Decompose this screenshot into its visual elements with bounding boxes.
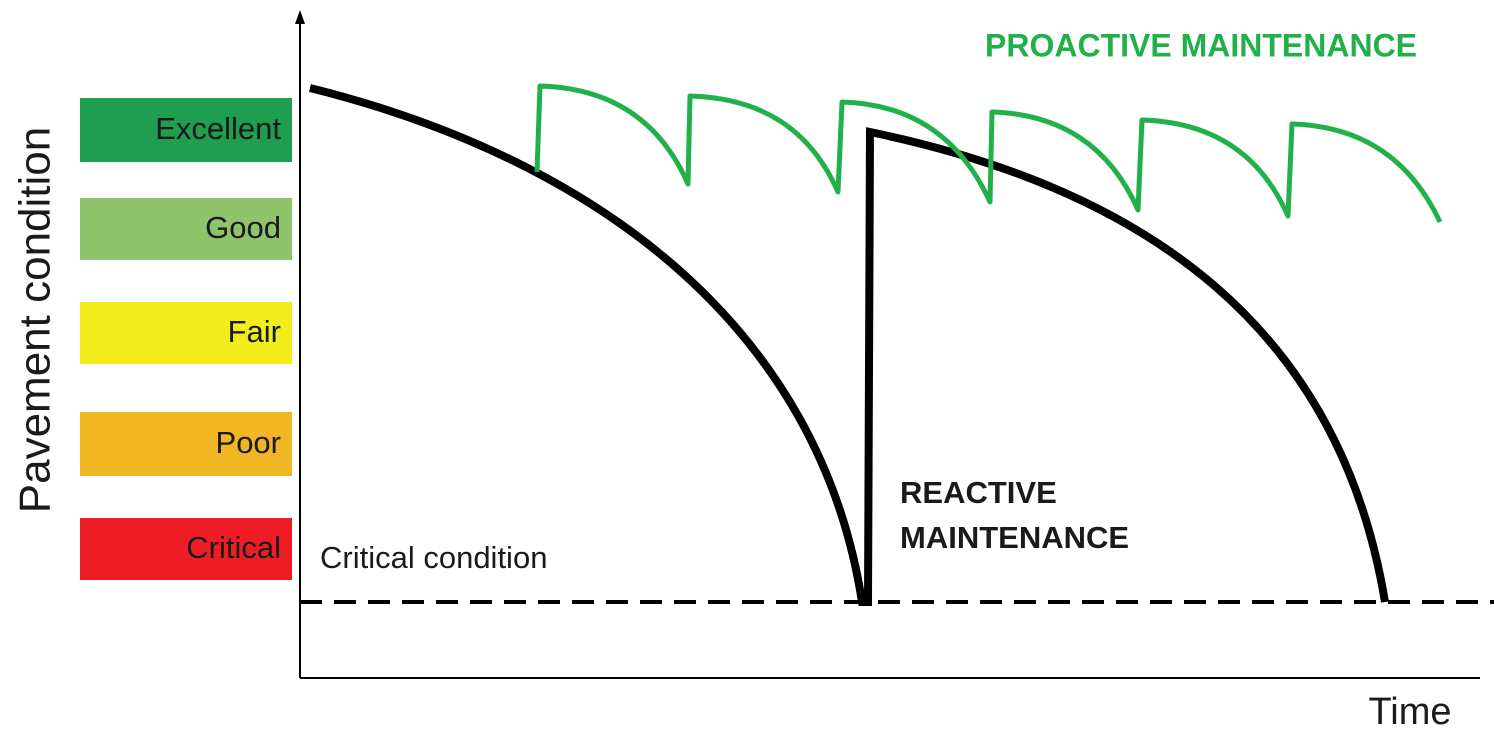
condition-box — [80, 302, 292, 364]
critical-label: Critical condition — [320, 540, 547, 575]
reactive-label: MAINTENANCE — [900, 520, 1129, 555]
condition-label: Poor — [216, 425, 281, 460]
condition-label: Critical — [186, 530, 281, 565]
condition-label: Good — [205, 210, 281, 245]
proactive-label: PROACTIVE MAINTENANCE — [985, 27, 1417, 63]
condition-box — [80, 198, 292, 260]
reactive-curve — [309, 84, 1389, 606]
condition-label: Excellent — [155, 111, 281, 146]
condition-label: Fair — [228, 314, 281, 349]
proactive-curve — [534, 83, 1443, 224]
x-axis-label: Time — [1368, 691, 1451, 733]
y-axis-label: Pavement condition — [11, 127, 60, 513]
axis-arrow — [295, 10, 305, 24]
condition-box — [80, 518, 292, 580]
reactive-label: REACTIVE — [900, 475, 1057, 510]
condition-box — [80, 412, 292, 476]
condition-box — [80, 98, 292, 162]
